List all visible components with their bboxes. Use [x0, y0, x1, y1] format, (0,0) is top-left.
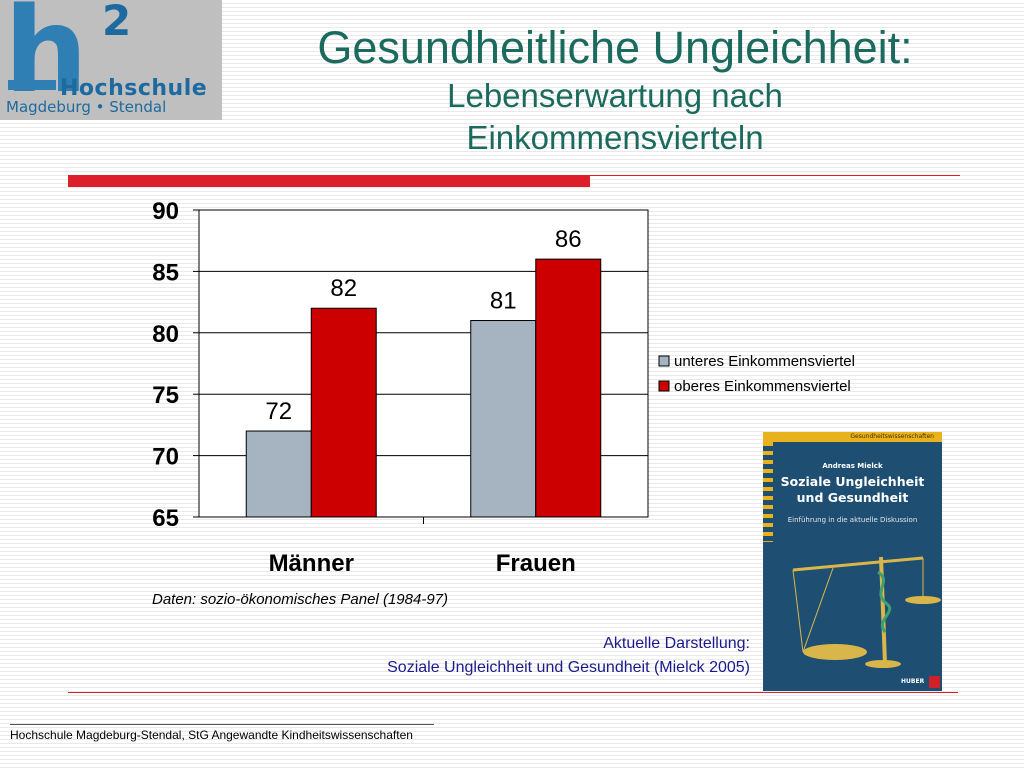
title-rule-thin [590, 175, 960, 176]
legend-swatch [658, 380, 670, 392]
bar [535, 258, 602, 518]
bar [245, 430, 312, 518]
x-axis-categories: Männer Frauen [269, 517, 576, 577]
book-top-band [763, 432, 942, 442]
slide-title-block: Gesundheitliche Ungleichheit: Lebenserwa… [270, 22, 960, 158]
book-author: Andreas Mielck [822, 462, 883, 470]
x-category-label: Frauen [496, 550, 576, 577]
book-title-line1: Soziale Ungleichheit [780, 474, 925, 489]
book-caption-line1: Aktuelle Darstellung: [603, 635, 750, 652]
publisher-mark-icon [929, 676, 940, 688]
y-tick-label: 80 [152, 321, 179, 348]
slide-subtitle-line1: Lebenserwartung nach [447, 77, 783, 114]
slide-subtitle-line2: Einkommensvierteln [466, 119, 764, 156]
y-axis-ticks: 65 70 75 80 85 90 [152, 198, 199, 532]
bar-data-label: 81 [490, 288, 517, 315]
logo-superscript: 2 [102, 0, 132, 45]
y-tick-label: 85 [152, 259, 179, 286]
footer-text: Hochschule Magdeburg-Stendal, StG Angewa… [10, 728, 413, 742]
logo-bar [8, 80, 56, 90]
book-caption-line2: Soziale Ungleichheit und Gesundheit (Mie… [387, 659, 750, 676]
university-logo: h 2 Hochschule Magdeburg • Stendal [0, 0, 222, 120]
book-subtitle: Einführung in die aktuelle Diskussion [787, 516, 918, 524]
bar-data-label: 86 [555, 226, 582, 253]
book-title: Soziale Ungleichheit und Gesundheit [763, 474, 942, 506]
y-tick-label: 90 [152, 198, 179, 225]
footer-rule [10, 724, 434, 725]
legend-label: unteres Einkommensviertel [674, 353, 855, 370]
logo-mark: h [4, 0, 89, 119]
slide-title: Gesundheitliche Ungleichheit: [317, 22, 913, 73]
book-publisher: HUBER [901, 678, 925, 685]
y-tick-label: 75 [152, 382, 179, 409]
x-category-label: Männer [269, 550, 354, 577]
life-expectancy-bar-chart: 65 70 75 80 85 90 72 82 81 86 Männer Frauen unter… [152, 198, 855, 577]
legend-label: oberes Einkommensviertel [674, 378, 851, 395]
book-spine-stripes [763, 442, 773, 542]
data-source-note: Daten: sozio-ökonomisches Panel (1984-97… [152, 591, 448, 608]
scales-of-justice-icon [792, 556, 941, 668]
bar [470, 320, 537, 518]
bar [310, 307, 377, 518]
title-rule-thick [68, 175, 590, 187]
chart-legend: unteres Einkommensviertel oberes Einkomme… [658, 353, 855, 395]
book-title-line2: und Gesundheit [796, 490, 909, 505]
book-cover-image: Gesundheitswissenschaften Andreas Mielck… [763, 432, 942, 691]
y-tick-label: 65 [152, 505, 179, 532]
bar-data-label: 72 [265, 398, 292, 425]
bar-data-label: 82 [330, 275, 357, 302]
logo-name: Hochschule [60, 76, 208, 101]
legend-swatch [658, 355, 670, 367]
book-series: Gesundheitswissenschaften [850, 433, 934, 440]
logo-city: Magdeburg • Stendal [6, 98, 167, 116]
bottom-rule [68, 692, 958, 693]
book-caption: Aktuelle Darstellung: Soziale Ungleichhe… [387, 632, 750, 680]
bars: 72 82 81 86 [245, 226, 602, 518]
y-tick-label: 70 [152, 444, 179, 471]
